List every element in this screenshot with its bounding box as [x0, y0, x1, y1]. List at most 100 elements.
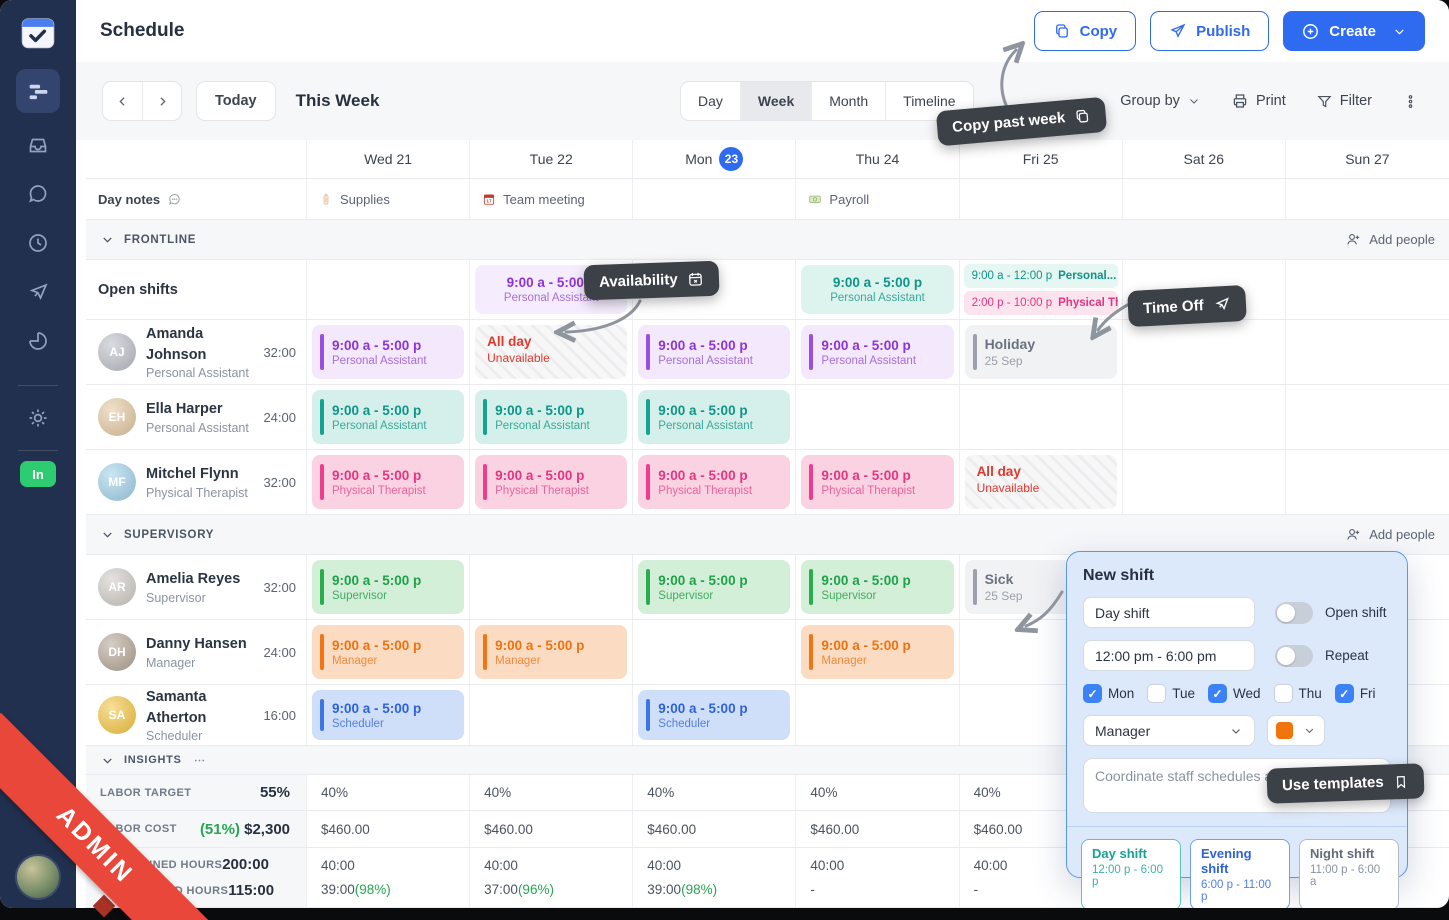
- create-button[interactable]: Create: [1283, 11, 1425, 51]
- schedule-cell[interactable]: [470, 685, 634, 745]
- shift-card[interactable]: 9:00 a - 5:00 p Personal Assistant: [312, 390, 465, 444]
- shift-card[interactable]: 9:00 a - 5:00 p Physical Therapist: [801, 455, 954, 509]
- day-note-cell[interactable]: [1123, 179, 1286, 219]
- weekday-checkbox-fri[interactable]: ✓ Fri: [1334, 684, 1376, 703]
- schedule-cell[interactable]: [796, 685, 960, 745]
- schedule-cell[interactable]: All day Unavailable: [470, 320, 634, 384]
- publish-button[interactable]: Publish: [1150, 11, 1270, 51]
- schedule-cell[interactable]: 9:00 a - 5:00 p Physical Therapist: [633, 450, 797, 514]
- shift-card[interactable]: 9:00 a - 5:00 p Physical Therapist: [475, 455, 628, 509]
- template-chip-night-shift[interactable]: Night shift 11:00 p - 6:00 a: [1299, 839, 1399, 908]
- schedule-cell[interactable]: [1123, 385, 1286, 449]
- schedule-cell[interactable]: [1286, 260, 1449, 319]
- open-shifts-label-cell[interactable]: Open shifts: [86, 260, 307, 319]
- chevron-down-icon[interactable]: [100, 527, 115, 542]
- day-notes-label-cell[interactable]: Day notes: [86, 179, 307, 219]
- schedule-cell[interactable]: [796, 385, 960, 449]
- tab-timeline[interactable]: Timeline: [903, 93, 956, 109]
- template-chip-evening-shift[interactable]: Evening shift 6:00 p - 11:00 p: [1190, 839, 1290, 908]
- shift-card[interactable]: 9:00 a - 5:00 p Manager: [312, 625, 465, 679]
- sidebar-item-inbox[interactable]: [16, 123, 60, 167]
- template-chip-day-shift[interactable]: Day shift 12:00 p - 6:00 p: [1081, 839, 1181, 908]
- shift-card[interactable]: 9:00 a - 5:00 p Physical Therapist: [638, 455, 791, 509]
- employee-cell[interactable]: EH Ella Harper Personal Assistant 24:00: [86, 385, 307, 449]
- shift-card[interactable]: 9:00 a - 5:00 p Personal Assistant: [475, 390, 628, 444]
- shift-card[interactable]: 9:00 a - 5:00 p Supervisor: [312, 560, 465, 614]
- schedule-cell[interactable]: [1286, 320, 1449, 384]
- sidebar-item-chat[interactable]: [16, 172, 60, 216]
- schedule-cell[interactable]: 9:00 a - 5:00 p Personal Assistant: [633, 385, 797, 449]
- schedule-cell[interactable]: 9:00 a - 5:00 p Manager: [470, 620, 634, 684]
- tab-month[interactable]: Month: [812, 82, 887, 120]
- day-header-4[interactable]: Thu 24: [796, 140, 960, 178]
- schedule-cell[interactable]: 9:00 a - 5:00 p Supervisor: [796, 555, 960, 619]
- print-button[interactable]: Print: [1231, 92, 1286, 110]
- open-shift-toggle[interactable]: [1275, 601, 1313, 624]
- shift-card[interactable]: 9:00 a - 5:00 p Scheduler: [312, 690, 465, 740]
- day-note-cell[interactable]: [1286, 179, 1449, 219]
- sidebar-item-time-off[interactable]: [16, 270, 60, 314]
- more-icon[interactable]: [192, 753, 207, 768]
- employee-cell[interactable]: AJ Amanda Johnson Personal Assistant 32:00: [86, 320, 307, 384]
- today-button[interactable]: Today: [196, 81, 276, 121]
- shift-card[interactable]: 9:00 a - 5:00 p Physical Therapist: [312, 455, 465, 509]
- tab-day[interactable]: Day: [681, 82, 741, 120]
- schedule-cell[interactable]: 9:00 a - 5:00 p Scheduler: [307, 685, 471, 745]
- day-note-cell[interactable]: Payroll: [796, 179, 960, 219]
- add-people-button[interactable]: Add people: [1345, 231, 1435, 248]
- schedule-cell[interactable]: [1123, 450, 1286, 514]
- tab-week[interactable]: Week: [740, 82, 813, 120]
- next-week-button[interactable]: [142, 82, 181, 120]
- schedule-cell[interactable]: 9:00 a - 5:00 p Physical Therapist: [470, 450, 634, 514]
- day-header-6[interactable]: Sat 26: [1123, 140, 1286, 178]
- shift-card[interactable]: 9:00 a - 5:00 p Personal Assistant: [801, 325, 954, 379]
- schedule-cell[interactable]: 9:00 a - 5:00 p Personal Assistant: [470, 385, 634, 449]
- filter-button[interactable]: Filter: [1316, 93, 1372, 110]
- schedule-cell[interactable]: [470, 555, 634, 619]
- weekday-checkbox-wed[interactable]: ✓ Wed: [1208, 684, 1261, 703]
- schedule-cell[interactable]: 9:00 a - 5:00 p Personal Assistant: [796, 320, 960, 384]
- open-shift-mini-card[interactable]: 2:00 p - 10:00 p Physical Th...: [963, 291, 1118, 315]
- sidebar-item-reports[interactable]: [16, 319, 60, 363]
- schedule-cell[interactable]: 9:00 a - 5:00 p Personal Assistant: [307, 320, 471, 384]
- day-note-cell[interactable]: [633, 179, 797, 219]
- role-select[interactable]: Manager: [1083, 715, 1255, 746]
- schedule-cell[interactable]: [960, 385, 1123, 449]
- schedule-cell[interactable]: 9:00 a - 12:00 p Personal... 2:00 p - 10:0…: [960, 260, 1123, 319]
- day-note-cell[interactable]: [960, 179, 1123, 219]
- schedule-cell[interactable]: 9:00 a - 5:00 p Personal Assistant: [633, 320, 797, 384]
- day-note-cell[interactable]: 17 Team meeting: [470, 179, 634, 219]
- time-off-card[interactable]: Holiday 25 Sep: [964, 325, 1117, 379]
- schedule-cell[interactable]: [633, 260, 797, 319]
- shift-card[interactable]: 9:00 a - 5:00 p Supervisor: [801, 560, 954, 614]
- add-people-button[interactable]: Add people: [1345, 526, 1435, 543]
- schedule-cell[interactable]: 9:00 a - 5:00 p Personal Assistant: [796, 260, 960, 319]
- schedule-cell[interactable]: [633, 620, 797, 684]
- sidebar-item-schedule[interactable]: [16, 69, 60, 113]
- schedule-cell[interactable]: All day Unavailable: [960, 450, 1123, 514]
- schedule-cell[interactable]: 9:00 a - 5:00 p Physical Therapist: [796, 450, 960, 514]
- user-avatar[interactable]: [15, 854, 61, 900]
- schedule-cell[interactable]: [1286, 385, 1449, 449]
- app-logo-icon[interactable]: [17, 11, 59, 53]
- clock-in-badge[interactable]: In: [20, 461, 56, 487]
- schedule-cell[interactable]: [1123, 320, 1286, 384]
- employee-cell[interactable]: DH Danny Hansen Manager 24:00: [86, 620, 307, 684]
- day-header-2[interactable]: Tue 22: [470, 140, 634, 178]
- weekday-checkbox-tue[interactable]: Tue: [1147, 684, 1195, 703]
- shift-card[interactable]: 9:00 a - 5:00 p Supervisor: [638, 560, 791, 614]
- shift-card[interactable]: 9:00 a - 5:00 p Personal Assistant: [638, 390, 791, 444]
- open-shift-card[interactable]: 9:00 a - 5:00 p Personal Assistant: [801, 265, 954, 314]
- schedule-cell[interactable]: 9:00 a - 5:00 p Personal Assistant: [307, 385, 471, 449]
- weekday-checkbox-mon[interactable]: ✓ Mon: [1083, 684, 1134, 703]
- shift-card[interactable]: 9:00 a - 5:00 p Scheduler: [638, 690, 791, 740]
- shift-card[interactable]: 9:00 a - 5:00 p Personal Assistant: [638, 325, 791, 379]
- schedule-cell[interactable]: Holiday 25 Sep: [960, 320, 1123, 384]
- schedule-cell[interactable]: 9:00 a - 5:00 p Manager: [307, 620, 471, 684]
- employee-cell[interactable]: AR Amelia Reyes Supervisor 32:00: [86, 555, 307, 619]
- schedule-cell[interactable]: 9:00 a - 5:00 p Supervisor: [307, 555, 471, 619]
- employee-cell[interactable]: SA Samanta Atherton Scheduler 16:00: [86, 685, 307, 745]
- day-header-3[interactable]: Mon 23: [633, 140, 797, 178]
- repeat-toggle[interactable]: [1275, 644, 1313, 667]
- prev-week-button[interactable]: [103, 82, 142, 120]
